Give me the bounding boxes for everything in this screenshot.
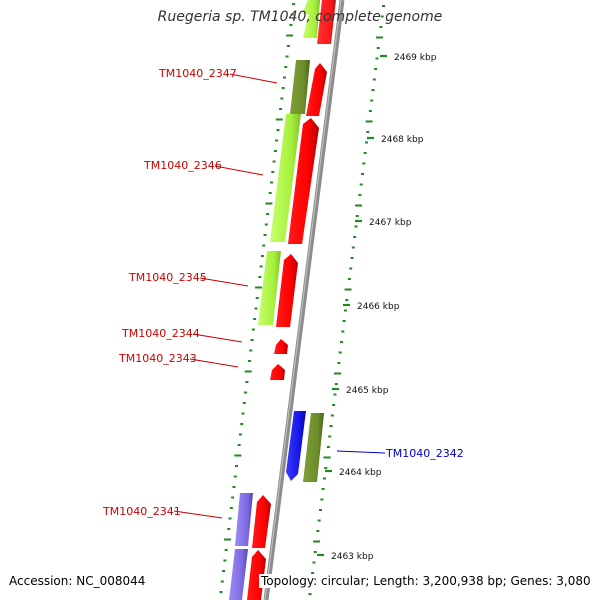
map-title: Ruegeria sp. TM1040, complete genome [157,9,443,25]
gene-TM1040_2343[interactable] [270,364,285,380]
gene-leader-line [199,277,249,287]
gene-TM1040_2342[interactable] [286,411,324,482]
feature-rna-2346 [270,114,301,242]
scale-label: 2463 kbp [331,552,374,562]
gene-TM1040_2344[interactable] [274,339,288,354]
gene-leader-line [192,333,243,343]
gene-TM1040_2346[interactable] [270,114,319,244]
feature-cds-2342 [286,411,306,481]
gene-leader-line [214,165,264,176]
feature-cds-2347 [306,63,327,116]
feature-cds-2345 [276,254,298,327]
scale-label: 2468 kbp [381,135,424,145]
feature-rna-2345 [258,251,281,325]
accession-text: Accession: NC_008044 [9,574,146,588]
scale-label: 2464 kbp [339,468,382,478]
backbone-highlight [264,0,342,600]
feature-purple-2341-b [229,549,248,600]
gene-leader-line [336,450,386,454]
scale-label: 2469 kbp [394,53,437,63]
gene-leader-line [173,510,223,519]
scale-label: 2467 kbp [369,218,412,228]
backbone [263,0,345,600]
feature-cds-top [317,0,336,44]
gene-TM1040_2341[interactable] [229,493,271,600]
gene-label[interactable]: TM1040_2345 [128,271,207,284]
gene-leader-line [229,73,278,84]
feature-cds-2341 [252,495,271,548]
gene-TM1040_2347[interactable] [290,60,327,116]
feature-rna-top-2 [303,0,320,38]
gene-label[interactable]: TM1040_2343 [118,352,197,365]
gene-TM1040_2345[interactable] [258,251,298,327]
tick-marks-left [219,3,296,593]
feature-rna-2342 [303,413,324,482]
gene-label[interactable]: TM1040_2346 [143,159,222,172]
scale-label: 2465 kbp [346,386,389,396]
genome-summary-text: Topology: circular; Length: 3,200,938 bp… [259,574,591,588]
scale-label: 2466 kbp [357,302,400,312]
feature-cds-2346 [288,118,319,244]
feature-rna-2347 [290,60,310,114]
gene-label[interactable]: TM1040_2347 [158,67,237,80]
feature-purple-2341 [235,493,253,546]
gene-label[interactable]: TM1040_2344 [121,327,200,340]
gene-leader-line [189,358,239,368]
feature-cds-2344 [274,339,288,354]
gene-label[interactable]: TM1040_2342 [385,447,464,460]
gene-label[interactable]: TM1040_2341 [102,505,181,518]
gene-labels: TM1040_2347 TM1040_2346 TM1040_2345 TM1040_… [102,67,464,519]
scale-labels: 2469 kbp 2468 kbp 2467 kbp 2466 kbp 2465 kbp… [317,53,437,562]
feature-cds-2343 [270,364,285,380]
top-features [302,0,336,44]
tick-marks-right [308,5,385,595]
